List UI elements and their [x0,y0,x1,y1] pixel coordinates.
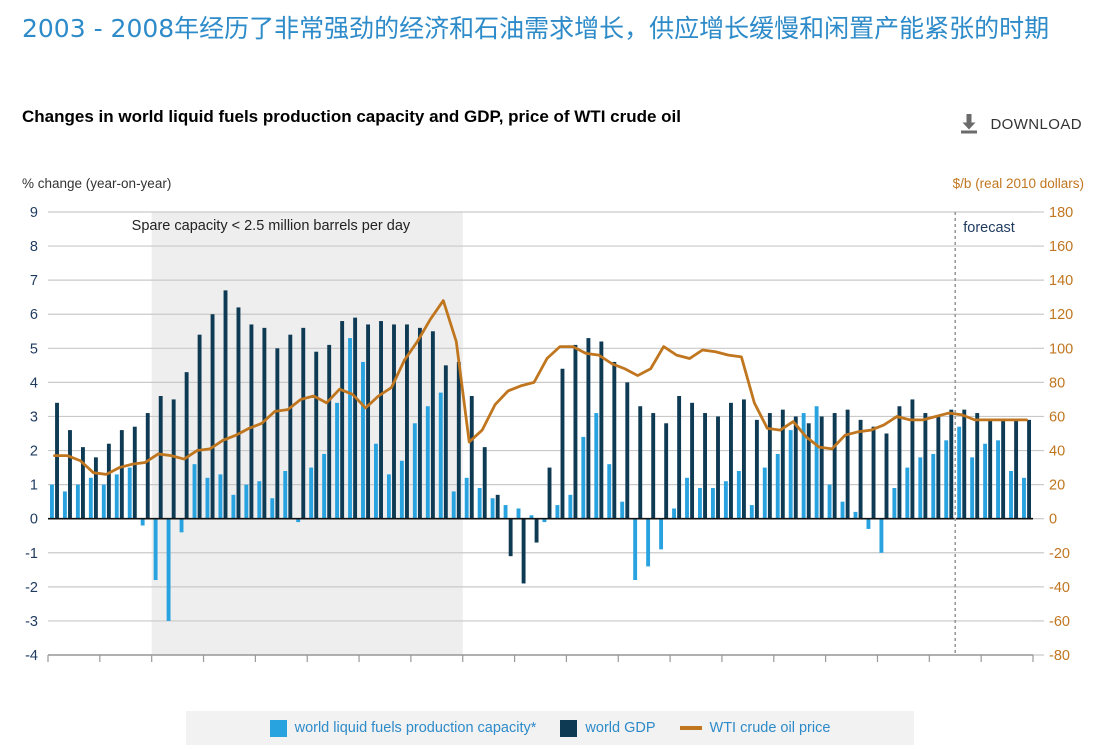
legend-label-capacity: world liquid fuels production capacity* [294,720,537,736]
svg-text:-40: -40 [1049,580,1070,596]
legend-item-price[interactable]: WTI crude oil price [679,720,831,736]
svg-text:-1: -1 [25,546,38,562]
x-axis-tick-label: 2012 [627,669,660,670]
chart-legend: world liquid fuels production capacity* … [186,711,914,745]
svg-text:4: 4 [30,375,38,391]
x-axis-tick-label: 2017 [887,669,920,670]
svg-text:160: 160 [1049,239,1073,255]
svg-text:-3: -3 [25,614,38,630]
x-axis-tick-label: 2016 [835,669,868,670]
svg-text:120: 120 [1049,307,1073,323]
x-axis-tick-label: 2005 [265,669,298,670]
chart-subtitle: Changes in world liquid fuels production… [22,107,681,126]
x-axis-tick-label: 2011 [576,669,608,670]
svg-text:-60: -60 [1049,614,1070,630]
legend-label-price: WTI crude oil price [709,720,831,736]
svg-text:8: 8 [30,239,38,255]
x-axis-tick-label: 2010 [524,669,557,670]
svg-text:0: 0 [1049,512,1057,528]
x-axis-tick-label: 2007 [368,669,401,670]
legend-label-gdp: world GDP [585,720,656,736]
download-arrow-icon [958,113,980,135]
download-label: DOWNLOAD [990,115,1082,133]
legend-swatch-gdp [560,719,578,737]
svg-text:7: 7 [30,273,38,289]
legend-item-capacity[interactable]: world liquid fuels production capacity* [269,719,537,737]
svg-text:1: 1 [30,478,38,494]
svg-text:0: 0 [30,512,38,528]
chart-plot-area: -4 -3 -2 -1 0 1 2 3 4 5 6 7 8 9 -80 -60 -40 -20 0 20 40 60 80 1… [0,200,1108,670]
svg-text:60: 60 [1049,409,1065,425]
x-axis-tick-label: 2003 [161,669,194,670]
svg-text:140: 140 [1049,273,1073,289]
svg-text:40: 40 [1049,444,1065,460]
x-axis-tick-label: 2015 [783,669,816,670]
annotation-forecast: forecast [963,220,1015,236]
svg-text:-2: -2 [25,580,38,596]
svg-text:20: 20 [1049,478,1065,494]
x-axis-tick-label: 2019 [990,669,1023,670]
legend-swatch-price [679,726,702,730]
legend-swatch-capacity [269,719,287,737]
x-axis-tick-label: 2006 [316,669,349,670]
svg-text:80: 80 [1049,375,1065,391]
svg-text:3: 3 [30,409,38,425]
x-axis-tick-label: 2009 [472,669,505,670]
chart-svg: -4 -3 -2 -1 0 1 2 3 4 5 6 7 8 9 -80 -60 -40 -20 0 20 40 60 80 1… [25,205,1073,670]
y-axis-label-left: % change (year-on-year) [22,176,172,191]
svg-text:-4: -4 [25,648,38,664]
svg-text:100: 100 [1049,341,1073,357]
page-title-chinese: 2003 - 2008年经历了非常强劲的经济和石油需求增长，供应增长缓慢和闲置产… [22,14,1050,43]
x-axis-tick-label: 2001 [57,669,90,670]
svg-text:180: 180 [1049,205,1073,221]
x-axis-tick-label: 2018 [939,669,972,670]
x-axis-tick-label: 2008 [420,669,453,670]
download-button[interactable]: DOWNLOAD [958,113,1082,135]
legend-item-gdp[interactable]: world GDP [560,719,656,737]
y-axis-label-right: $/b (real 2010 dollars) [952,176,1084,191]
x-axis-tick-label: 2004 [213,669,246,670]
svg-text:-80: -80 [1049,648,1070,664]
svg-text:2: 2 [30,444,38,460]
svg-text:9: 9 [30,205,38,221]
svg-text:-20: -20 [1049,546,1070,562]
svg-text:6: 6 [30,307,38,323]
x-axis-tick-label: 2013 [679,669,712,670]
annotation-spare-capacity: Spare capacity < 2.5 million barrels per… [132,218,411,234]
svg-text:5: 5 [30,341,38,357]
